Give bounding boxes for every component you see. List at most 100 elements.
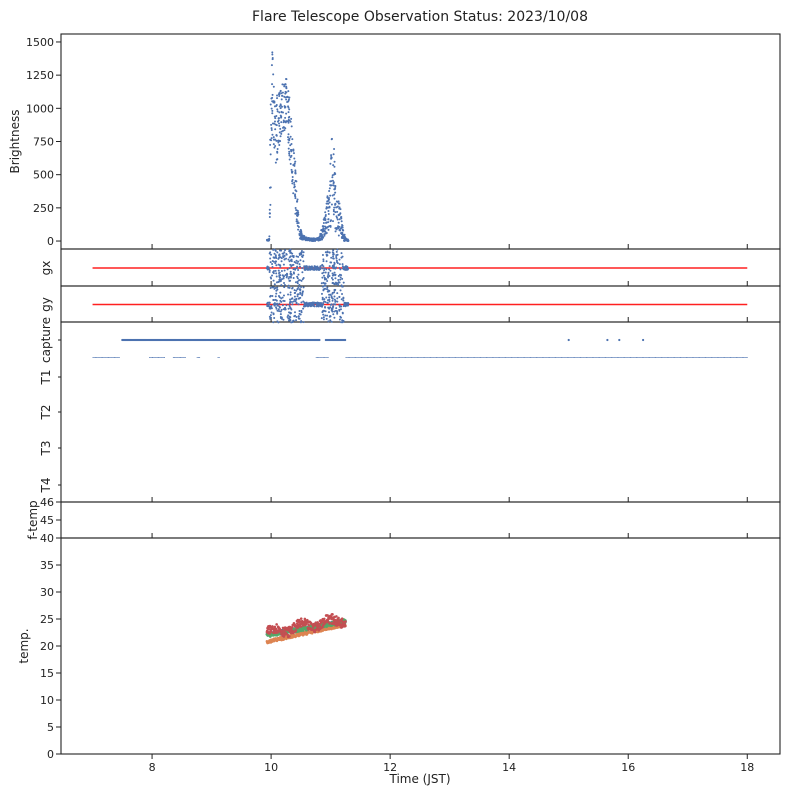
data-point [324, 271, 327, 274]
data-point [280, 317, 283, 320]
t1-status-mark [695, 357, 697, 358]
t1-status-mark [531, 357, 533, 358]
data-point [280, 308, 283, 311]
data-point [319, 233, 322, 236]
t1-status-mark [666, 357, 668, 358]
t1-status-mark [499, 357, 501, 358]
data-point [286, 273, 289, 276]
data-point [289, 291, 292, 294]
t1-status-mark [533, 357, 535, 358]
data-point [297, 260, 300, 263]
data-point [327, 299, 330, 302]
data-point [324, 300, 327, 303]
chart-title: Flare Telescope Observation Status: 2023… [252, 9, 588, 25]
capture-point [344, 338, 347, 342]
data-point [318, 235, 321, 238]
data-point [314, 267, 317, 270]
data-point [284, 127, 287, 130]
t1-status-mark [726, 357, 728, 358]
data-point [299, 232, 302, 235]
data-point [329, 194, 332, 197]
data-point [295, 255, 298, 258]
data-point [324, 284, 327, 287]
data-point [325, 268, 328, 271]
data-point [276, 108, 279, 111]
t1-status-mark [493, 357, 495, 358]
data-point [344, 238, 347, 241]
gy-axis-label: gy [39, 297, 53, 312]
data-point [294, 172, 297, 175]
data-point [301, 267, 304, 270]
y-tick-label: 750 [33, 136, 54, 149]
data-point [296, 280, 299, 283]
data-point [275, 307, 278, 310]
y-tick-label: 250 [33, 202, 54, 215]
t1-status-mark [724, 357, 726, 358]
data-point [268, 215, 271, 218]
data-point [327, 228, 330, 231]
data-point [300, 301, 303, 304]
ftemp-axis-label: f-temp [26, 500, 40, 539]
t1-status-mark [605, 357, 607, 358]
t1-status-mark [346, 357, 348, 358]
data-point [283, 308, 286, 311]
t1-status-mark [541, 357, 543, 358]
t1-status-mark [522, 357, 524, 358]
t1-status-mark [199, 357, 201, 358]
t1-status-mark [566, 357, 568, 358]
t1-status-mark [468, 357, 470, 358]
data-point [277, 141, 280, 144]
data-point [331, 299, 334, 302]
data-point [294, 281, 297, 284]
data-point [292, 148, 295, 151]
data-point [299, 259, 302, 262]
t1-status-mark [545, 357, 547, 358]
t1-status-mark [585, 357, 587, 358]
data-point [288, 304, 291, 307]
data-point [315, 266, 318, 269]
data-point [272, 248, 275, 251]
data-point [287, 136, 290, 139]
t1-status-mark [569, 357, 571, 358]
data-point [321, 267, 324, 270]
data-point [327, 213, 330, 216]
t1-status-mark [575, 357, 577, 358]
data-point [328, 268, 331, 271]
data-point [275, 104, 278, 107]
data-point [295, 302, 298, 305]
brightness-axis-label: Brightness [8, 110, 22, 174]
data-point [324, 251, 327, 254]
t1-status-mark [596, 357, 598, 358]
data-point [272, 279, 275, 282]
data-point [271, 122, 274, 125]
data-point [324, 211, 327, 214]
t1-status-mark [640, 357, 642, 358]
t1-status-mark [571, 357, 573, 358]
t1-status-mark [584, 357, 586, 358]
capture-point [567, 338, 570, 342]
data-point [302, 286, 305, 289]
data-point [281, 252, 284, 255]
t1-status-mark [564, 357, 566, 358]
data-point [270, 253, 273, 256]
data-point [333, 193, 336, 196]
t1-status-mark [669, 357, 671, 358]
data-point [293, 315, 296, 318]
data-point [323, 269, 326, 272]
data-point [341, 277, 344, 280]
t1-status-mark [109, 357, 111, 358]
t1-status-mark [534, 357, 536, 358]
data-point [327, 311, 330, 314]
data-point [287, 98, 290, 101]
data-point [291, 303, 294, 306]
data-point [272, 85, 275, 88]
t1-status-mark [732, 357, 734, 358]
t1-status-mark [401, 357, 403, 358]
data-point [300, 279, 303, 282]
t1-status-mark [412, 357, 414, 358]
t1-status-mark [491, 357, 493, 358]
t1-status-mark [619, 357, 621, 358]
t1-status-mark [633, 357, 635, 358]
temp-red-point [322, 617, 326, 621]
data-point [283, 85, 286, 88]
